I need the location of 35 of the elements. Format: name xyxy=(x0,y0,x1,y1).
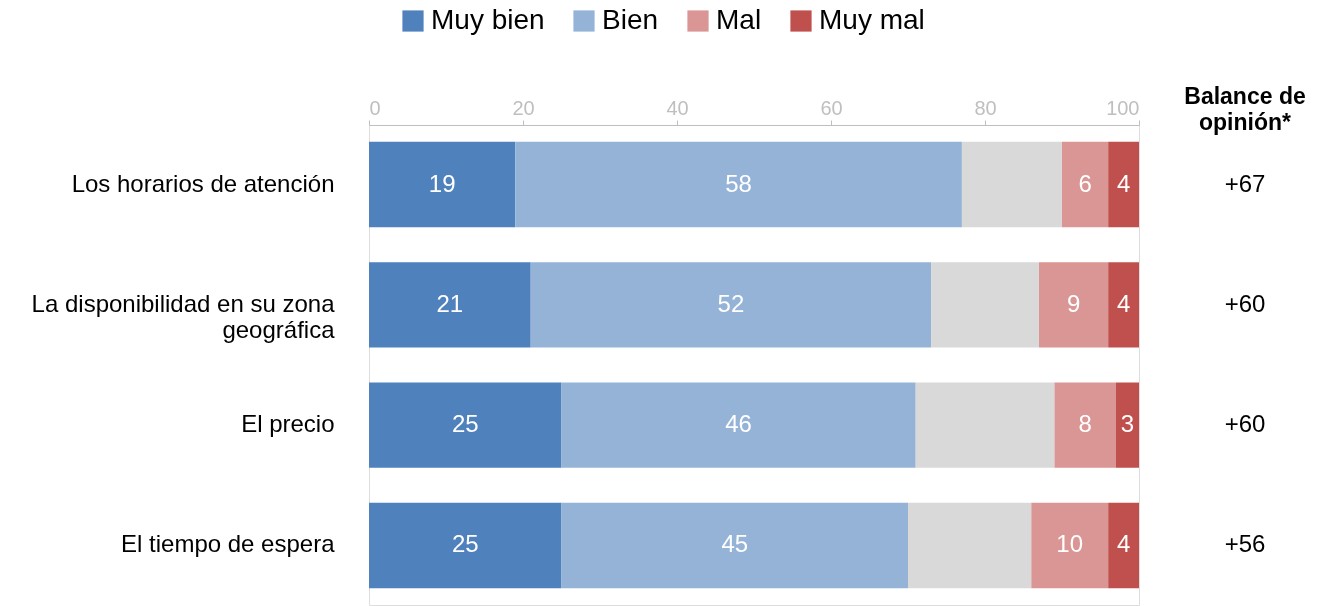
legend-label: Muy mal xyxy=(819,4,925,35)
data-label: 58 xyxy=(725,169,752,197)
legend-label: Bien xyxy=(602,4,659,35)
text: +67 xyxy=(1224,169,1266,197)
data-label: 45 xyxy=(721,530,749,558)
data-label: 3 xyxy=(1120,410,1135,438)
legend-label: Muy bien xyxy=(431,4,545,35)
text: +60 xyxy=(1224,289,1266,317)
y-tick-label: La disponibilidad en su zona geográfica xyxy=(31,289,336,343)
x-tick-label: 60 xyxy=(820,96,843,119)
data-label: 9 xyxy=(1066,289,1081,317)
y-tick-label: El tiempo de espera xyxy=(121,530,336,558)
data-label: 10 xyxy=(1056,530,1084,558)
x-tick-label: 0 xyxy=(369,96,381,119)
data-label: 25 xyxy=(451,530,479,558)
data-label: 4 xyxy=(1116,289,1131,317)
y-tick-label: El precio xyxy=(241,410,335,438)
data-label: 25 xyxy=(451,410,479,438)
legend-label: Mal xyxy=(716,4,762,35)
x-tick-label: 80 xyxy=(974,96,997,119)
data-label: 52 xyxy=(717,289,745,317)
data-label: 4 xyxy=(1116,530,1131,558)
x-tick-label: 40 xyxy=(666,96,689,119)
x-tick-label: 100 xyxy=(1106,96,1140,119)
text: +60 xyxy=(1224,410,1266,438)
data-label: 4 xyxy=(1116,169,1131,197)
data-label: 19 xyxy=(428,169,456,197)
x-tick-label: 20 xyxy=(512,96,535,119)
text: +56 xyxy=(1224,530,1266,558)
data-label: 6 xyxy=(1078,169,1092,197)
data-label: 21 xyxy=(436,289,464,317)
text: Balance de opinión* xyxy=(1184,83,1306,135)
data-label: 46 xyxy=(725,410,752,438)
y-tick-label: Los horarios de atención xyxy=(71,169,335,197)
data-label: 8 xyxy=(1078,410,1092,438)
